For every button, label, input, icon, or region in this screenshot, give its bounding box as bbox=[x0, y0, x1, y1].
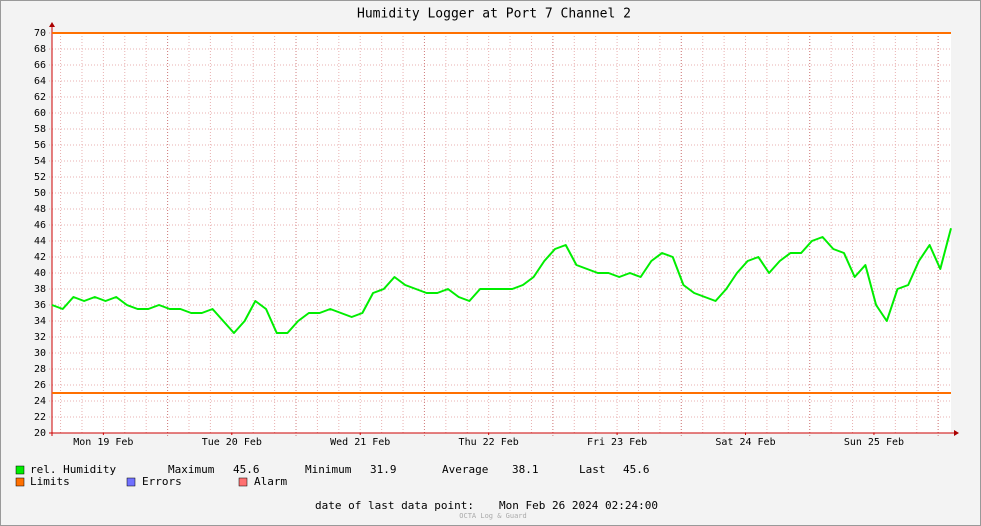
legend-swatch bbox=[15, 477, 25, 487]
y-tick-label: 62 bbox=[34, 92, 46, 103]
y-tick-label: 64 bbox=[34, 76, 46, 87]
x-tick-label: Wed 21 Feb bbox=[330, 437, 390, 448]
legend-label: Errors bbox=[142, 475, 182, 488]
y-tick-label: 40 bbox=[34, 268, 46, 279]
legend-label: Alarm bbox=[254, 475, 287, 488]
last-point: Mon Feb 26 2024 02:24:00 bbox=[499, 499, 658, 512]
y-tick-label: 20 bbox=[34, 428, 46, 439]
stat-label: Minimum bbox=[305, 463, 352, 476]
y-tick-label: 48 bbox=[34, 204, 46, 215]
legend-swatch bbox=[238, 477, 248, 487]
x-tick-label: Fri 23 Feb bbox=[587, 437, 647, 448]
y-tick-label: 22 bbox=[34, 412, 46, 423]
y-tick-label: 26 bbox=[34, 380, 46, 391]
y-tick-label: 34 bbox=[34, 316, 46, 327]
y-tick-label: 66 bbox=[34, 60, 46, 71]
legend-swatch bbox=[126, 477, 136, 487]
legend-swatch bbox=[15, 465, 25, 475]
y-tick-label: 68 bbox=[34, 44, 46, 55]
y-tick-label: 54 bbox=[34, 156, 46, 167]
y-tick-label: 52 bbox=[34, 172, 46, 183]
y-tick-label: 46 bbox=[34, 220, 46, 231]
y-tick-label: 28 bbox=[34, 364, 46, 375]
y-tick-label: 58 bbox=[34, 124, 46, 135]
y-tick-label: 50 bbox=[34, 188, 46, 199]
stat-value: 45.6 bbox=[623, 463, 650, 476]
y-tick-label: 24 bbox=[34, 396, 46, 407]
y-tick-label: 32 bbox=[34, 332, 46, 343]
axis-arrow bbox=[49, 22, 55, 27]
chart-title: Humidity Logger at Port 7 Channel 2 bbox=[357, 7, 631, 22]
plot-area bbox=[52, 33, 951, 433]
data-line bbox=[51, 227, 952, 334]
stat-label: Last bbox=[579, 463, 606, 476]
y-tick-label: 44 bbox=[34, 236, 46, 247]
last-point-label: date of last data point: bbox=[315, 499, 474, 512]
y-tick-label: 60 bbox=[34, 108, 46, 119]
stat-label: Average bbox=[442, 463, 488, 476]
x-tick-label: Thu 22 Feb bbox=[459, 437, 519, 448]
stat-value: 45.6 bbox=[233, 463, 260, 476]
stat-label: Maximum bbox=[168, 463, 215, 476]
stat-value: 38.1 bbox=[512, 463, 539, 476]
axis-arrow bbox=[954, 430, 959, 436]
y-tick-label: 38 bbox=[34, 284, 46, 295]
x-tick-label: Tue 20 Feb bbox=[202, 437, 262, 448]
watermark: OCTA Log & Guard bbox=[459, 512, 526, 520]
x-tick-label: Sun 25 Feb bbox=[844, 437, 904, 448]
y-tick-label: 56 bbox=[34, 140, 46, 151]
x-tick-label: Sat 24 Feb bbox=[715, 437, 775, 448]
y-tick-label: 70 bbox=[34, 28, 46, 39]
legend-label: rel. Humidity bbox=[30, 463, 116, 476]
y-tick-label: 30 bbox=[34, 348, 46, 359]
x-tick-label: Mon 19 Feb bbox=[73, 437, 133, 448]
legend-label: Limits bbox=[30, 475, 70, 488]
stat-value: 31.9 bbox=[370, 463, 397, 476]
y-tick-label: 42 bbox=[34, 252, 46, 263]
y-tick-label: 36 bbox=[34, 300, 46, 311]
